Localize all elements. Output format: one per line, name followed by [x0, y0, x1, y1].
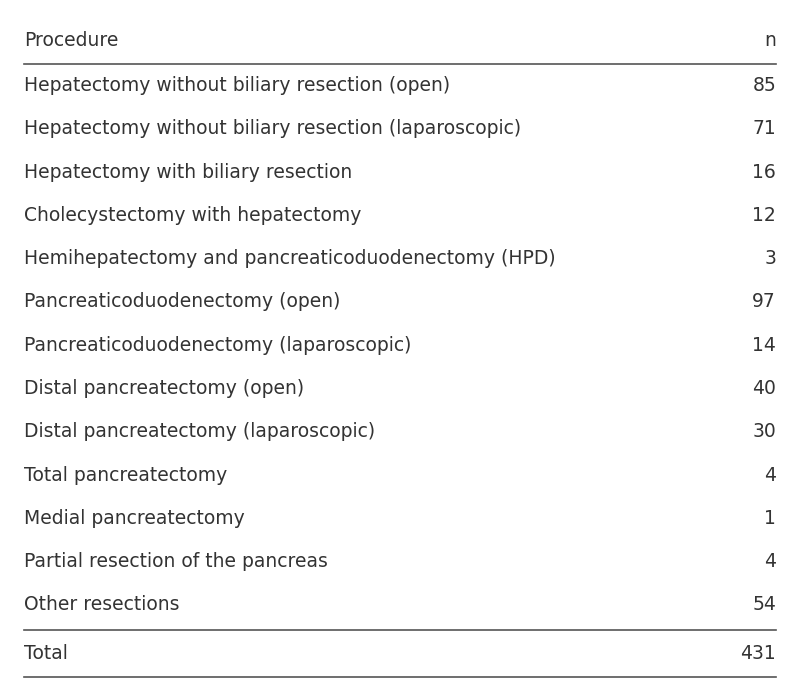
- Text: Procedure: Procedure: [24, 31, 118, 50]
- Text: 3: 3: [764, 249, 776, 268]
- Text: 16: 16: [752, 163, 776, 181]
- Text: Other resections: Other resections: [24, 596, 179, 614]
- Text: Hepatectomy without biliary resection (laparoscopic): Hepatectomy without biliary resection (l…: [24, 120, 521, 138]
- Text: Hemihepatectomy and pancreaticoduodenectomy (HPD): Hemihepatectomy and pancreaticoduodenect…: [24, 249, 556, 268]
- Text: Total pancreatectomy: Total pancreatectomy: [24, 466, 227, 484]
- Text: Hepatectomy without biliary resection (open): Hepatectomy without biliary resection (o…: [24, 76, 450, 95]
- Text: n: n: [764, 31, 776, 50]
- Text: Pancreaticoduodenectomy (open): Pancreaticoduodenectomy (open): [24, 293, 340, 311]
- Text: 4: 4: [764, 552, 776, 571]
- Text: 30: 30: [752, 423, 776, 441]
- Text: Partial resection of the pancreas: Partial resection of the pancreas: [24, 552, 328, 571]
- Text: 71: 71: [752, 120, 776, 138]
- Text: 97: 97: [752, 293, 776, 311]
- Text: 1: 1: [764, 509, 776, 528]
- Text: Pancreaticoduodenectomy (laparoscopic): Pancreaticoduodenectomy (laparoscopic): [24, 336, 411, 354]
- Text: 40: 40: [752, 379, 776, 398]
- Text: 4: 4: [764, 466, 776, 484]
- Text: 431: 431: [740, 644, 776, 663]
- Text: Distal pancreatectomy (open): Distal pancreatectomy (open): [24, 379, 304, 398]
- Text: Hepatectomy with biliary resection: Hepatectomy with biliary resection: [24, 163, 352, 181]
- Text: 12: 12: [752, 206, 776, 225]
- Text: 14: 14: [752, 336, 776, 354]
- Text: Distal pancreatectomy (laparoscopic): Distal pancreatectomy (laparoscopic): [24, 423, 375, 441]
- Text: 54: 54: [752, 596, 776, 614]
- Text: Total: Total: [24, 644, 68, 663]
- Text: Medial pancreatectomy: Medial pancreatectomy: [24, 509, 245, 528]
- Text: 85: 85: [752, 76, 776, 95]
- Text: Cholecystectomy with hepatectomy: Cholecystectomy with hepatectomy: [24, 206, 362, 225]
